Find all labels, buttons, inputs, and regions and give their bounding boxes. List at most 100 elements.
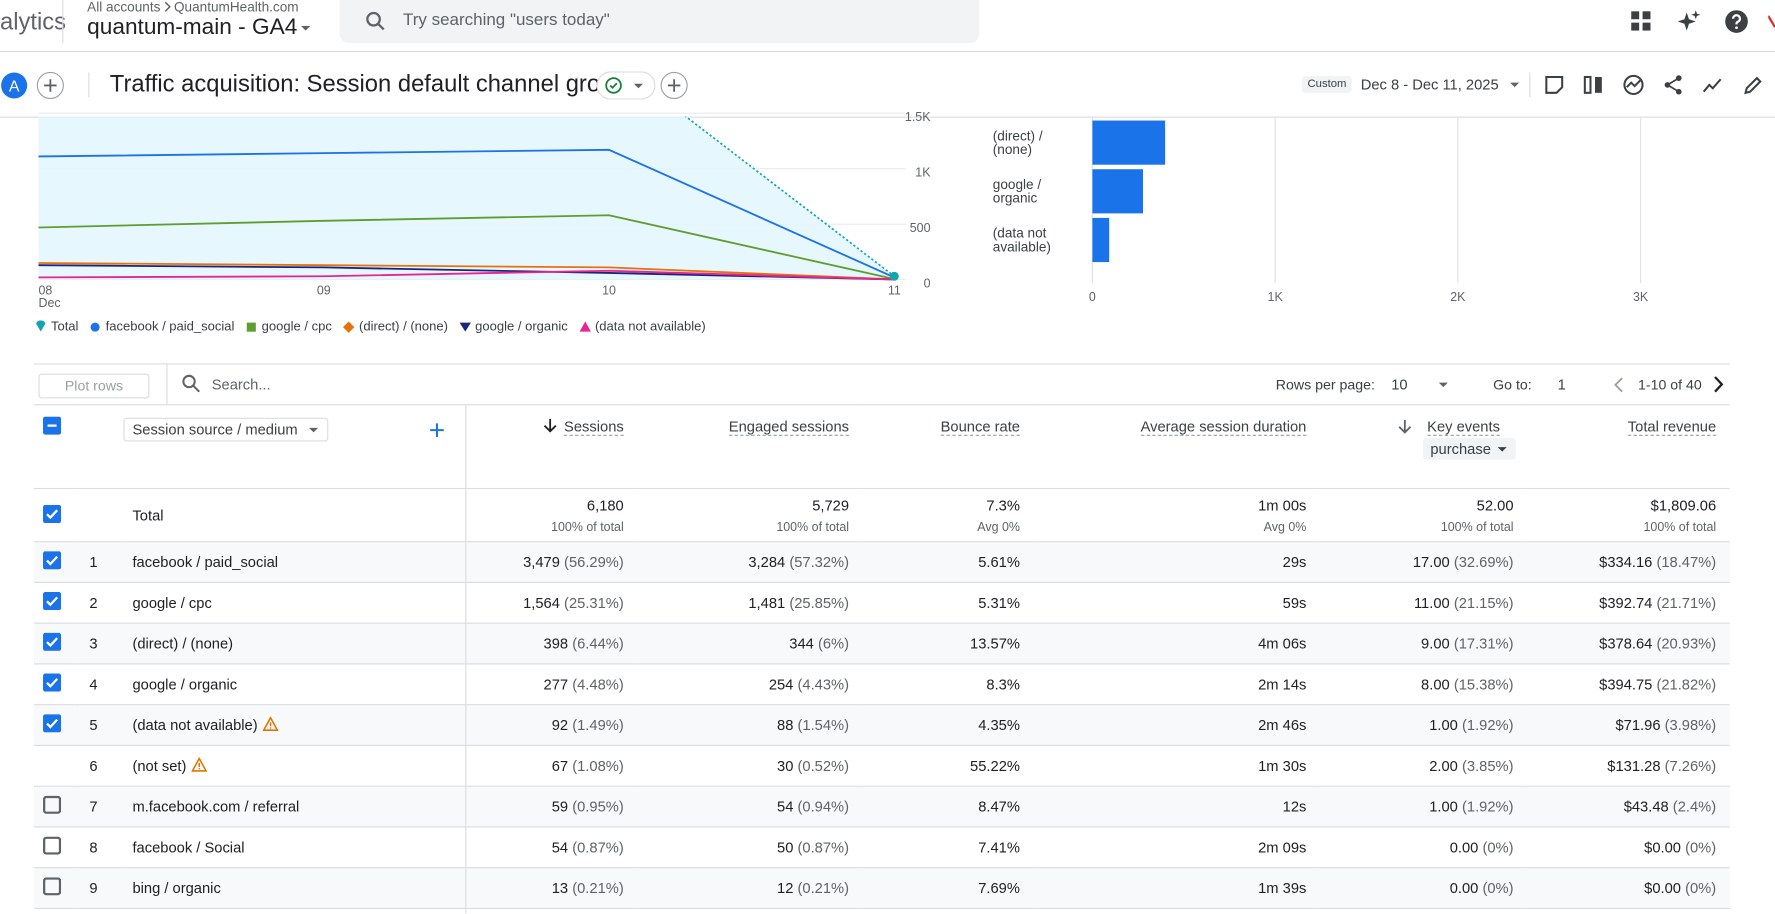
metric-cell: 59s [1033, 582, 1320, 624]
metric-cell: 1,564 (25.31%) [465, 582, 638, 624]
metric-cell: 13 (0.21%) [465, 867, 638, 910]
edit-icon[interactable] [1742, 74, 1765, 97]
insights-icon[interactable] [1622, 74, 1645, 97]
add-icon[interactable] [660, 71, 688, 100]
legend-item[interactable]: (direct) / (none) [342, 320, 448, 334]
checkbox[interactable] [43, 551, 62, 570]
plot-rows-button[interactable]: Plot rows [38, 373, 150, 399]
divider [166, 364, 168, 405]
dimension-dropdown[interactable]: Session source / medium [123, 417, 329, 442]
checkbox[interactable] [43, 416, 62, 435]
legend-item[interactable]: facebook / paid_social [89, 320, 235, 334]
total-cell: 1m 00s Avg 0% [1033, 488, 1320, 543]
checkbox[interactable] [43, 877, 62, 896]
column-label: Key events [1427, 417, 1500, 436]
metric-cell: 8.47% [862, 786, 1034, 828]
total-note: 100% of total [1643, 520, 1717, 534]
bar [1092, 217, 1110, 263]
table-row[interactable]: 3 (direct) / (none) 398 (6.44%) 344 (6%) 13.… [33, 623, 1730, 665]
customize-icon[interactable] [1543, 74, 1566, 97]
add-dimension-icon[interactable] [428, 422, 444, 438]
help-icon[interactable] [1724, 9, 1749, 34]
column-header[interactable]: Sessions [466, 417, 624, 436]
metric-cell: 8 (0.13%) [465, 908, 638, 914]
table-row[interactable]: 10duckduckgo / organic8 (0.13%)6 (0.1%)2… [33, 908, 1730, 914]
prev-page[interactable] [1611, 376, 1627, 394]
search-box[interactable]: Try searching "users today" [339, 0, 980, 44]
caret-icon[interactable] [1437, 378, 1451, 392]
metric-value: 1,481 [748, 594, 786, 612]
comparison-avatar[interactable]: A [1, 72, 28, 99]
metric-cell: 0.00 (0%) [1319, 908, 1528, 914]
table-row[interactable]: 8 facebook / Social 54 (0.87%) 50 (0.87%) 7.… [33, 826, 1730, 869]
insights-icon[interactable] [1677, 9, 1702, 34]
next-page[interactable] [1710, 375, 1726, 394]
table-row[interactable]: 4 google / organic 277 (4.48%) 254 (4.43%) 8… [33, 663, 1730, 706]
table-row[interactable]: 5 (data not available) 92 (1.49%) 88 (1.54%… [33, 704, 1730, 747]
date-picker[interactable]: Dec 8 - Dec 11, 2025 [1361, 76, 1522, 93]
column-header[interactable]: Bounce rate [863, 417, 1020, 436]
checkbox[interactable] [43, 673, 62, 692]
trend-icon[interactable] [1701, 74, 1724, 97]
checkbox[interactable] [43, 836, 62, 855]
checkbox-box [43, 592, 62, 611]
legend-item[interactable]: Total [34, 320, 78, 334]
column-header-cell: Average session duration [1033, 404, 1320, 490]
warning-icon[interactable] [261, 716, 279, 732]
table-row[interactable]: 6 (not set) 67 (1.08%) 30 (0.52%) 55.22% 1m 3… [33, 745, 1730, 787]
table-row[interactable]: 1 facebook / paid_social 3,479 (56.29%) 3,2… [33, 541, 1730, 583]
go-to-input[interactable]: 1 [1557, 375, 1566, 393]
account-icon[interactable] [1768, 14, 1775, 30]
checkbox[interactable] [43, 592, 62, 611]
table-row[interactable]: 7 m.facebook.com / referral 59 (0.95%) 54 (… [33, 786, 1730, 828]
total-value: 6,180 [586, 496, 624, 514]
metric-value: 59s [1282, 594, 1307, 612]
metric-value: 7.41% [978, 838, 1020, 856]
table-search[interactable]: Search... [211, 375, 271, 393]
metric-value: 2m 46s [1258, 716, 1307, 734]
column-header[interactable]: Total revenue [1527, 417, 1717, 436]
total-cell: $1,809.06 100% of total [1527, 488, 1730, 543]
checkbox[interactable] [43, 504, 62, 523]
legend-icon [459, 322, 471, 332]
bar-label: google / organic [992, 176, 1042, 207]
share-icon[interactable] [1662, 74, 1685, 97]
metric-value: 8.3% [986, 675, 1020, 693]
checkbox[interactable] [43, 795, 62, 814]
checkbox[interactable] [43, 714, 62, 733]
metric-cell: 13.57% [862, 623, 1034, 665]
warning-icon[interactable] [190, 756, 208, 772]
compare-icon[interactable] [1583, 74, 1606, 97]
legend-item[interactable]: (data not available) [578, 320, 706, 334]
table-row[interactable]: 9 bing / organic 13 (0.21%) 12 (0.21%) 7.69%… [33, 867, 1730, 910]
rows-per-page[interactable]: 10 [1391, 375, 1408, 393]
add-comparison-icon[interactable] [36, 71, 64, 100]
metric-share: (2.4%) [1672, 798, 1717, 816]
breadcrumb[interactable]: All accounts QuantumHealth.com [87, 0, 298, 15]
key-event-dropdown[interactable]: purchase [1422, 438, 1516, 460]
column-header[interactable]: Key events [1320, 417, 1500, 436]
metric-cell: 0.00 (0%) [1319, 826, 1528, 869]
metric-cell: 29s [1033, 541, 1320, 583]
breadcrumb-item[interactable]: QuantumHealth.com [173, 0, 299, 15]
column-header[interactable]: Average session duration [1034, 417, 1307, 436]
checkbox[interactable] [43, 632, 62, 651]
breadcrumb-item[interactable]: All accounts [87, 0, 161, 15]
metric-value: $0.00 [1644, 838, 1681, 856]
caret-icon [308, 427, 319, 432]
rows-per-page-label: Rows per page: [1275, 376, 1375, 393]
bar [1092, 169, 1144, 214]
apps-icon[interactable] [1630, 10, 1653, 33]
metric-cell: $71.96 (3.98%) [1527, 704, 1730, 747]
metric-value: 3,479 [523, 553, 560, 571]
legend-label: (direct) / (none) [358, 320, 448, 334]
report-status[interactable] [596, 71, 656, 100]
metric-share: (0.52%) [797, 757, 850, 775]
column-header[interactable]: Engaged sessions [637, 417, 850, 436]
metric-cell: 7.69% [862, 867, 1034, 910]
property-selector[interactable]: quantum-main - GA4 [87, 15, 313, 41]
table-row[interactable]: 2 google / cpc 1,564 (25.31%) 1,481 (25.85%… [33, 582, 1730, 624]
legend-item[interactable]: google / cpc [245, 320, 332, 334]
metric-cell: $378.64 (20.93%) [1527, 623, 1730, 665]
legend-item[interactable]: google / organic [458, 320, 568, 334]
